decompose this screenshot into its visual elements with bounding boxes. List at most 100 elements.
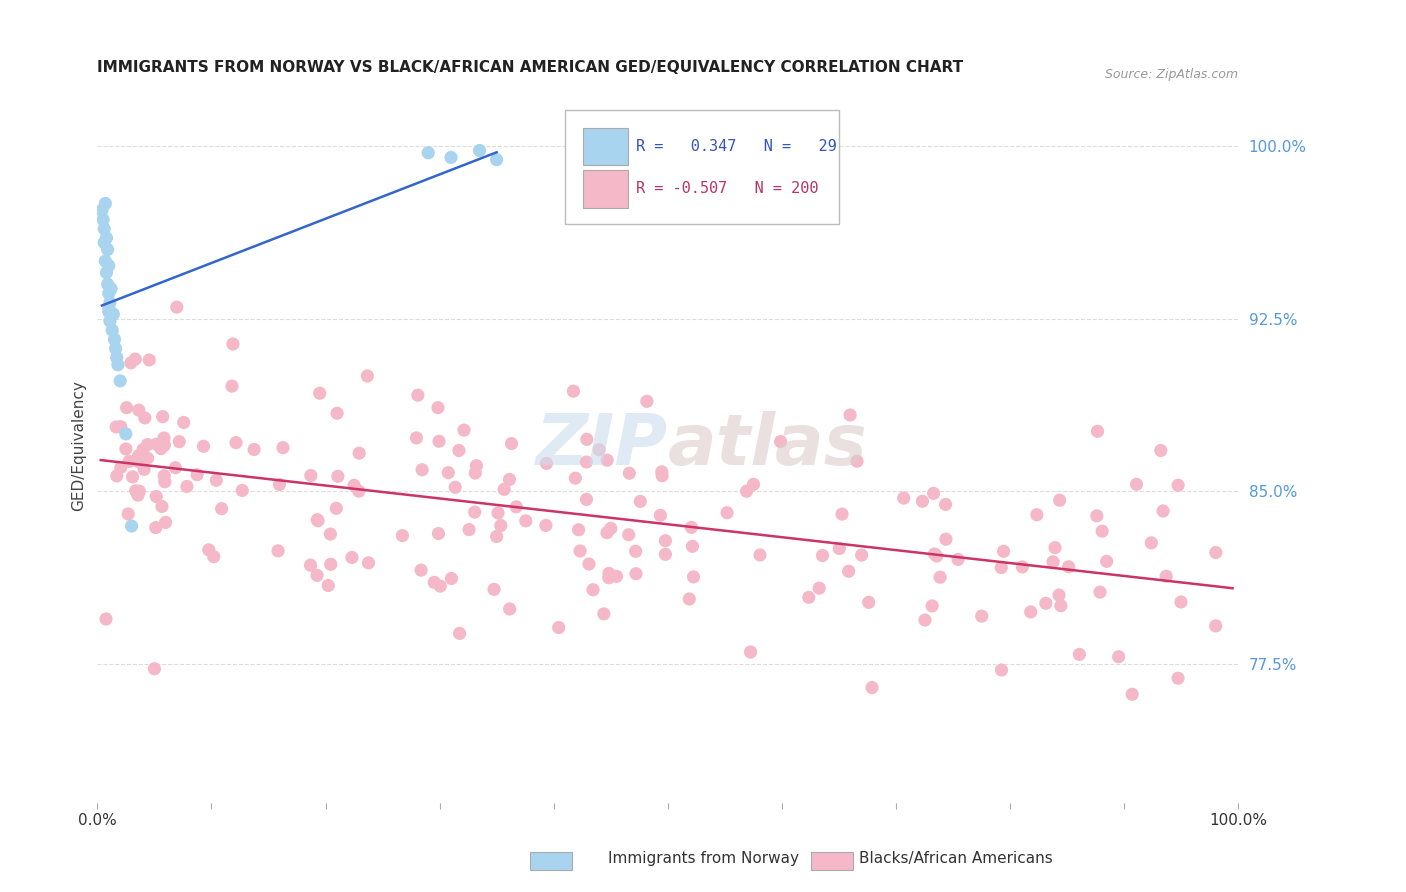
- Text: R =   0.347   N =   29: R = 0.347 N = 29: [636, 138, 837, 153]
- Point: [97, 259, 120, 273]
- Text: Source: ZipAtlas.com: Source: ZipAtlas.com: [1105, 68, 1239, 81]
- Point: [96, 231, 118, 245]
- Point: [650, 508, 672, 523]
- Point: [1087, 425, 1109, 439]
- Point: [598, 566, 620, 581]
- Point: [409, 563, 432, 577]
- Point: [925, 549, 948, 563]
- Point: [447, 443, 470, 458]
- Point: [1205, 545, 1227, 559]
- Point: [319, 558, 342, 572]
- Point: [97, 305, 120, 319]
- Point: [136, 451, 159, 466]
- Point: [742, 477, 765, 491]
- Point: [596, 453, 619, 467]
- Point: [155, 516, 177, 530]
- Text: ZIP: ZIP: [536, 411, 668, 480]
- Point: [505, 500, 527, 514]
- Point: [1047, 588, 1070, 602]
- Point: [429, 579, 451, 593]
- Point: [98, 295, 121, 310]
- Point: [575, 433, 598, 447]
- Point: [145, 520, 167, 534]
- Point: [846, 454, 869, 468]
- Point: [501, 436, 523, 450]
- Point: [186, 467, 208, 482]
- Point: [211, 501, 233, 516]
- Point: [624, 566, 647, 581]
- Point: [149, 442, 172, 456]
- Point: [269, 477, 291, 491]
- Point: [94, 196, 117, 211]
- Y-axis label: GED/Equivalency: GED/Equivalency: [72, 380, 86, 511]
- Point: [127, 454, 149, 468]
- Point: [935, 497, 957, 511]
- Point: [231, 483, 253, 498]
- Point: [588, 442, 610, 457]
- Point: [427, 434, 450, 449]
- Point: [564, 471, 586, 485]
- Point: [153, 475, 176, 489]
- Point: [202, 549, 225, 564]
- Point: [494, 483, 516, 497]
- Point: [153, 431, 176, 445]
- Point: [197, 542, 219, 557]
- Point: [1205, 619, 1227, 633]
- Point: [485, 529, 508, 543]
- Point: [1011, 560, 1033, 574]
- Point: [325, 501, 347, 516]
- Point: [911, 494, 934, 508]
- Point: [851, 548, 873, 562]
- Point: [575, 455, 598, 469]
- Point: [356, 369, 378, 384]
- Point: [619, 467, 641, 481]
- Point: [1085, 508, 1108, 523]
- Text: Immigrants from Norway: Immigrants from Norway: [607, 851, 799, 865]
- Point: [1167, 478, 1189, 492]
- Text: atlas: atlas: [668, 411, 868, 480]
- Point: [94, 612, 117, 626]
- Point: [740, 645, 762, 659]
- Point: [127, 488, 149, 502]
- Point: [449, 626, 471, 640]
- Point: [97, 286, 120, 301]
- Point: [651, 465, 673, 479]
- Point: [222, 337, 245, 351]
- Point: [418, 145, 440, 160]
- Point: [340, 550, 363, 565]
- FancyBboxPatch shape: [583, 128, 628, 165]
- Point: [1025, 508, 1047, 522]
- Point: [568, 523, 591, 537]
- Point: [134, 411, 156, 425]
- Point: [105, 420, 128, 434]
- Point: [103, 333, 125, 347]
- Point: [811, 549, 834, 563]
- Point: [307, 514, 329, 528]
- Point: [271, 441, 294, 455]
- Point: [498, 472, 520, 486]
- Text: Blacks/African Americans: Blacks/African Americans: [859, 851, 1053, 865]
- Point: [1043, 541, 1066, 555]
- Point: [343, 478, 366, 492]
- Point: [411, 463, 433, 477]
- Point: [598, 571, 620, 585]
- Point: [970, 609, 993, 624]
- Point: [319, 527, 342, 541]
- Point: [98, 314, 121, 328]
- Point: [308, 386, 330, 401]
- Point: [536, 457, 558, 471]
- Point: [924, 547, 946, 561]
- Point: [628, 494, 651, 508]
- Point: [128, 403, 150, 417]
- Point: [1154, 569, 1177, 583]
- Point: [90, 203, 112, 218]
- Point: [110, 419, 132, 434]
- Point: [534, 518, 557, 533]
- Point: [267, 544, 290, 558]
- Point: [115, 401, 138, 415]
- Point: [769, 434, 792, 449]
- Point: [489, 518, 512, 533]
- Point: [134, 462, 156, 476]
- Point: [138, 353, 160, 368]
- Point: [1069, 648, 1091, 662]
